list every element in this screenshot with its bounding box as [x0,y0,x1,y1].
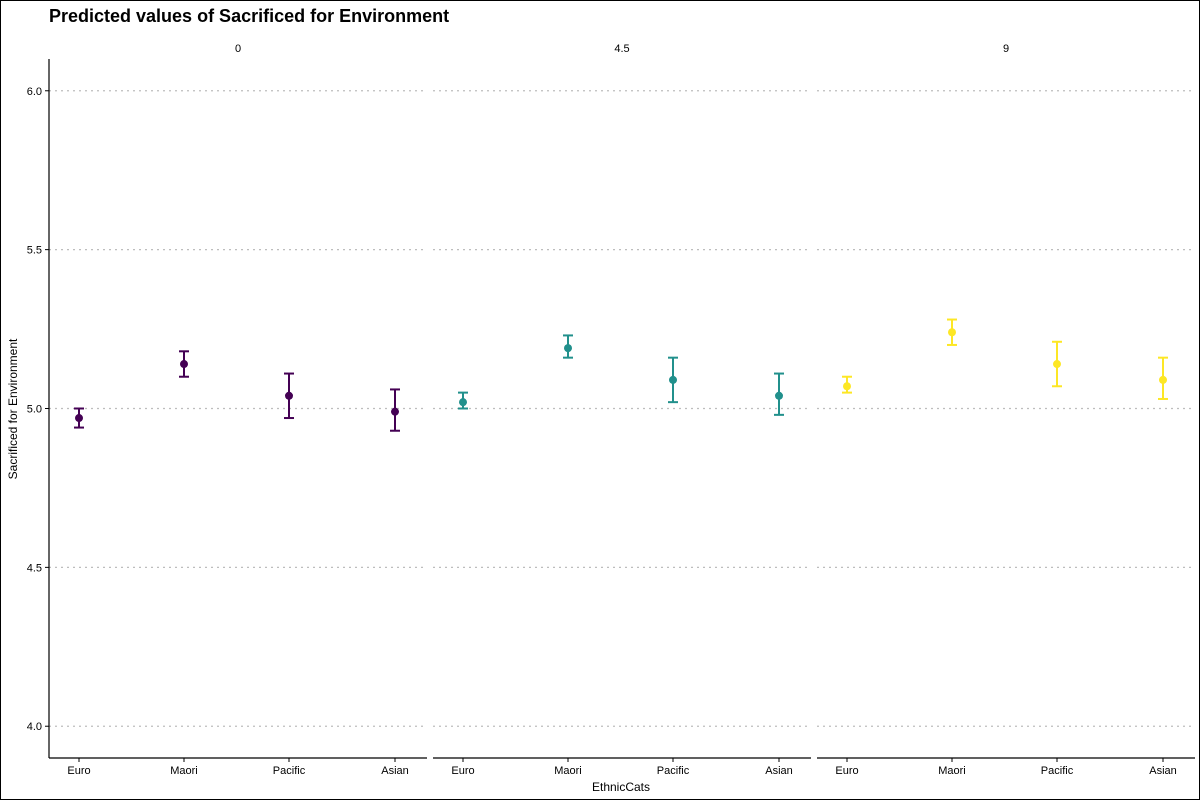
data-point [391,407,399,416]
y-axis-title: Sacrificed for Environment [6,338,20,479]
data-point [948,328,956,337]
chart-title: Predicted values of Sacrificed for Envir… [49,6,449,26]
y-tick-label: 4.0 [27,721,42,733]
x-tick-label: Maori [170,765,198,777]
data-point [669,375,677,384]
panel-label: 9 [1003,43,1009,55]
x-tick-label: Pacific [657,765,690,777]
data-point [1053,360,1061,369]
panel-label: 4.5 [614,43,629,55]
x-tick-label: Pacific [1041,765,1074,777]
x-tick-label: Euro [67,765,90,777]
x-tick-label: Pacific [273,765,306,777]
data-point [564,344,572,353]
data-point [843,382,851,391]
y-tick-label: 6.0 [27,86,42,98]
x-tick-label: Asian [381,765,409,777]
data-point [75,414,83,423]
y-tick-label: 5.0 [27,404,42,416]
data-point [459,398,467,407]
y-tick-label: 4.5 [27,562,42,574]
x-tick-label: Asian [1149,765,1177,777]
data-point [285,391,293,400]
x-tick-label: Maori [938,765,966,777]
x-tick-label: Euro [451,765,474,777]
panel-label: 0 [235,43,241,55]
data-point [180,360,188,369]
x-tick-label: Asian [765,765,793,777]
x-axis-title: EthnicCats [592,780,650,794]
data-point [1159,375,1167,384]
data-point [775,391,783,400]
x-tick-label: Maori [554,765,582,777]
x-tick-label: Euro [835,765,858,777]
y-tick-label: 5.5 [27,245,42,257]
